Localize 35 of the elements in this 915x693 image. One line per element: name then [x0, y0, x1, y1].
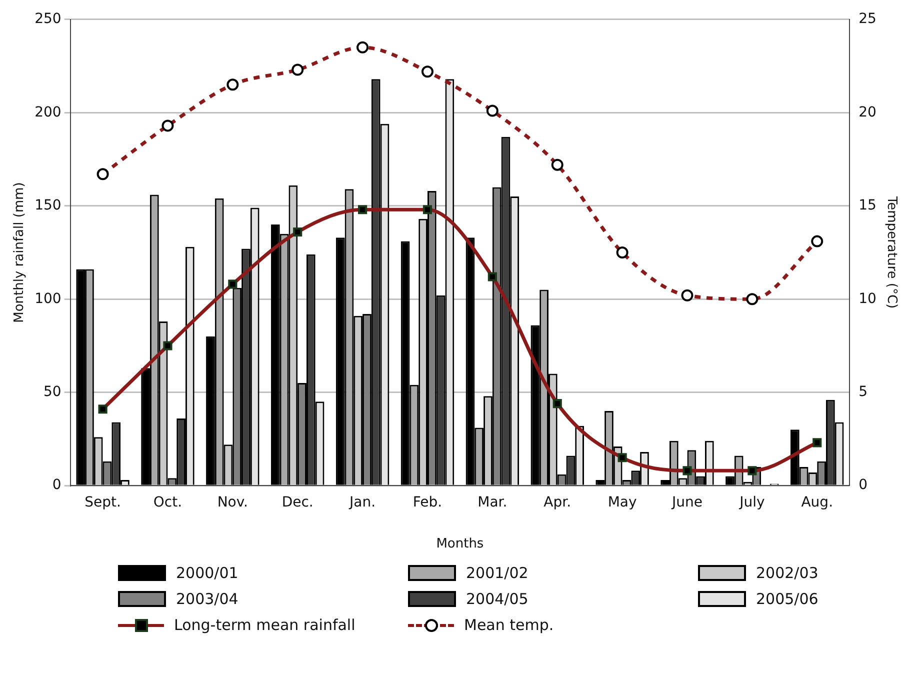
legend-label: 2002/03: [756, 564, 818, 582]
y-tick-label: 100: [34, 290, 62, 307]
legend-label: 2004/05: [466, 590, 528, 608]
y-tick-label: 50: [43, 384, 62, 400]
legend-label: 2003/04: [176, 590, 238, 608]
y-axis-title: Monthly rainfall (mm): [12, 182, 28, 323]
legend-label: 2000/01: [176, 564, 238, 582]
y-tick-label: 200: [34, 104, 62, 120]
y2-tick-label: 25: [858, 11, 876, 28]
y2-tick-label: 15: [858, 198, 876, 214]
x-tick-label: Feb.: [412, 494, 442, 511]
x-tick-label: Mar.: [478, 494, 508, 511]
legend-label: Mean temp.: [464, 616, 554, 634]
legend-label: 2001/02: [466, 564, 528, 582]
legend-label: Long-term mean rainfall: [174, 616, 356, 634]
y-tick-label: 150: [34, 198, 62, 214]
y2-tick-label: 10: [858, 290, 876, 307]
y2-tick-label: 0: [858, 477, 868, 494]
x-tick-label: Sept.: [84, 494, 121, 511]
y-tick-label: 250: [34, 11, 62, 28]
x-tick-label: Dec.: [282, 494, 314, 511]
x-tick-label: Nov.: [217, 494, 248, 511]
x-tick-label: July: [738, 494, 765, 511]
legend-label: 2005/06: [756, 590, 818, 608]
x-tick-label: June: [670, 494, 702, 511]
y2-tick-label: 5: [858, 384, 868, 400]
x-tick-label: Aug.: [801, 494, 834, 511]
y2-axis-title: Temperature (°C): [884, 195, 899, 309]
x-tick-label: Jan.: [348, 494, 376, 511]
x-tick-label: May: [608, 494, 637, 511]
x-tick-label: Apr.: [544, 494, 572, 511]
x-axis-title: Months: [436, 536, 484, 552]
y-tick-label: 0: [52, 477, 62, 494]
x-tick-label: Oct.: [153, 494, 182, 511]
y2-tick-label: 20: [858, 104, 876, 120]
